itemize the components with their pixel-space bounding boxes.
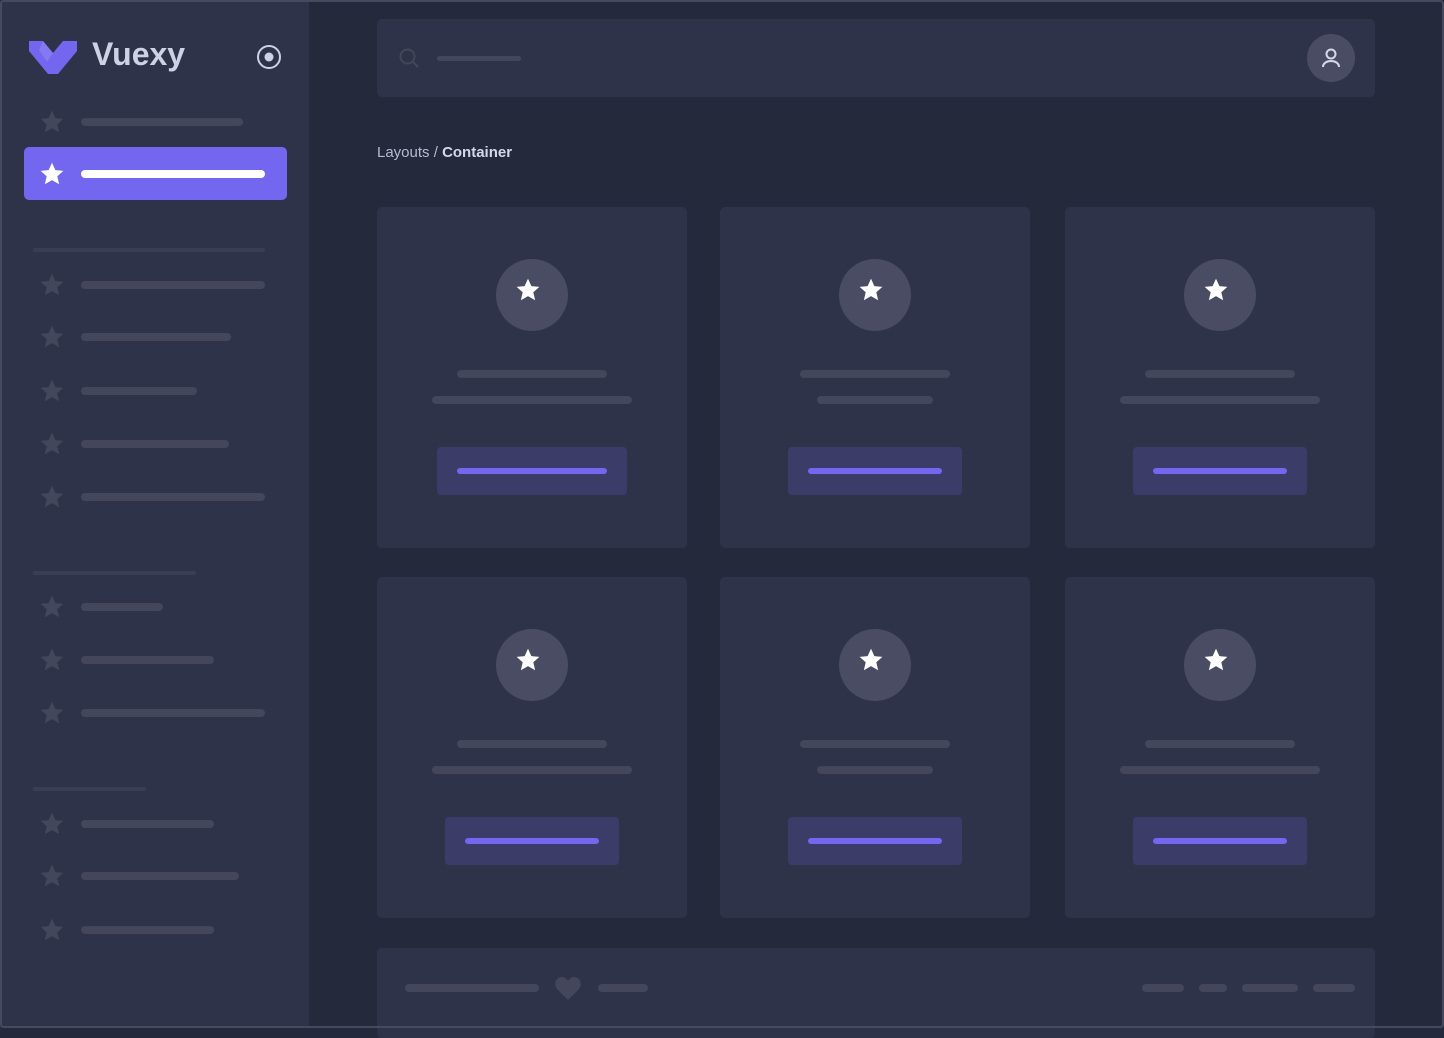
card-title-skeleton [800,370,950,378]
card-text-skeleton [817,396,933,404]
user-icon [1322,48,1340,68]
card-button-label-skeleton [808,838,942,844]
breadcrumb-parent[interactable]: Layouts [377,144,430,161]
card-button[interactable] [1133,447,1307,495]
star-icon [859,278,883,301]
star-icon [516,278,540,301]
card-text-skeleton [432,396,632,404]
card-button-label-skeleton [1153,838,1287,844]
card [377,577,687,918]
vuexy-logo [29,41,77,74]
card-button-label-skeleton [808,468,942,474]
card-icon-badge [496,629,568,701]
star-icon [40,273,64,296]
breadcrumb-current: Container [442,144,513,161]
card-button-label-skeleton [1153,468,1287,474]
card [1065,577,1375,918]
radio-circle-icon[interactable] [256,44,282,70]
card [1065,207,1375,548]
star-icon [1204,648,1228,671]
star-icon [40,325,64,348]
card-button-label-skeleton [457,468,607,474]
star-icon [516,648,540,671]
card-title-skeleton [457,370,607,378]
card-text-skeleton [817,766,933,774]
card-button[interactable] [445,817,619,865]
star-icon [40,595,64,618]
star-icon [40,432,64,455]
star-icon [40,701,64,724]
sidebar-item-label-skeleton [81,709,265,717]
card-title-skeleton [1145,740,1295,748]
sidebar-item-label-skeleton [81,387,197,395]
star-icon [40,812,64,835]
card-text-skeleton [1120,396,1320,404]
card-button[interactable] [437,447,627,495]
sidebar-item-label-skeleton [81,118,243,126]
sidebar-section-divider [33,571,196,575]
heart-icon [555,977,581,1000]
search-icon[interactable] [399,48,419,68]
sidebar: Vuexy [0,0,309,1028]
card-title-skeleton [800,740,950,748]
breadcrumb: Layouts / Container [377,144,512,161]
star-icon [1204,278,1228,301]
sidebar-item-label-skeleton [81,493,265,501]
card-icon-badge [839,629,911,701]
star-icon [40,379,64,402]
star-icon [40,485,64,508]
sidebar-item-label-skeleton [81,926,214,934]
footer-link[interactable] [1242,984,1298,992]
sidebar-item-label-skeleton [81,281,265,289]
card-icon-badge [1184,629,1256,701]
sidebar-section-divider [33,248,265,252]
sidebar-item-label-skeleton [81,872,239,880]
card-icon-badge [839,259,911,331]
footer-link[interactable] [1313,984,1355,992]
sidebar-item-label-skeleton [81,603,163,611]
card-text-skeleton [432,766,632,774]
sidebar-section-divider [33,787,146,791]
star-icon [40,864,64,887]
search-input[interactable] [437,56,521,61]
card-icon-badge [1184,259,1256,331]
card-icon-badge [496,259,568,331]
sidebar-item-label-skeleton [81,333,231,341]
footer-link[interactable] [1199,984,1227,992]
card-title-skeleton [457,740,607,748]
card [720,207,1030,548]
card-button-label-skeleton [465,838,599,844]
card-button[interactable] [788,817,962,865]
card [720,577,1030,918]
sidebar-item-label-skeleton [81,656,214,664]
star-icon [40,648,64,671]
footer-text-skeleton [598,984,648,992]
breadcrumb-separator: / [433,144,438,161]
card-text-skeleton [1120,766,1320,774]
sidebar-item-label-skeleton [81,440,229,448]
star-icon [40,162,64,185]
card-title-skeleton [1145,370,1295,378]
footer [377,948,1375,1038]
star-icon [40,110,64,133]
sidebar-item-label-skeleton [81,170,265,178]
sidebar-item-label-skeleton [81,820,214,828]
avatar[interactable] [1307,34,1355,82]
top-navbar [377,19,1375,97]
footer-text-skeleton [405,984,539,992]
star-icon [859,648,883,671]
footer-link[interactable] [1142,984,1184,992]
card-button[interactable] [788,447,962,495]
card [377,207,687,548]
card-button[interactable] [1133,817,1307,865]
star-icon [40,918,64,941]
brand-name: Vuexy [92,36,186,72]
